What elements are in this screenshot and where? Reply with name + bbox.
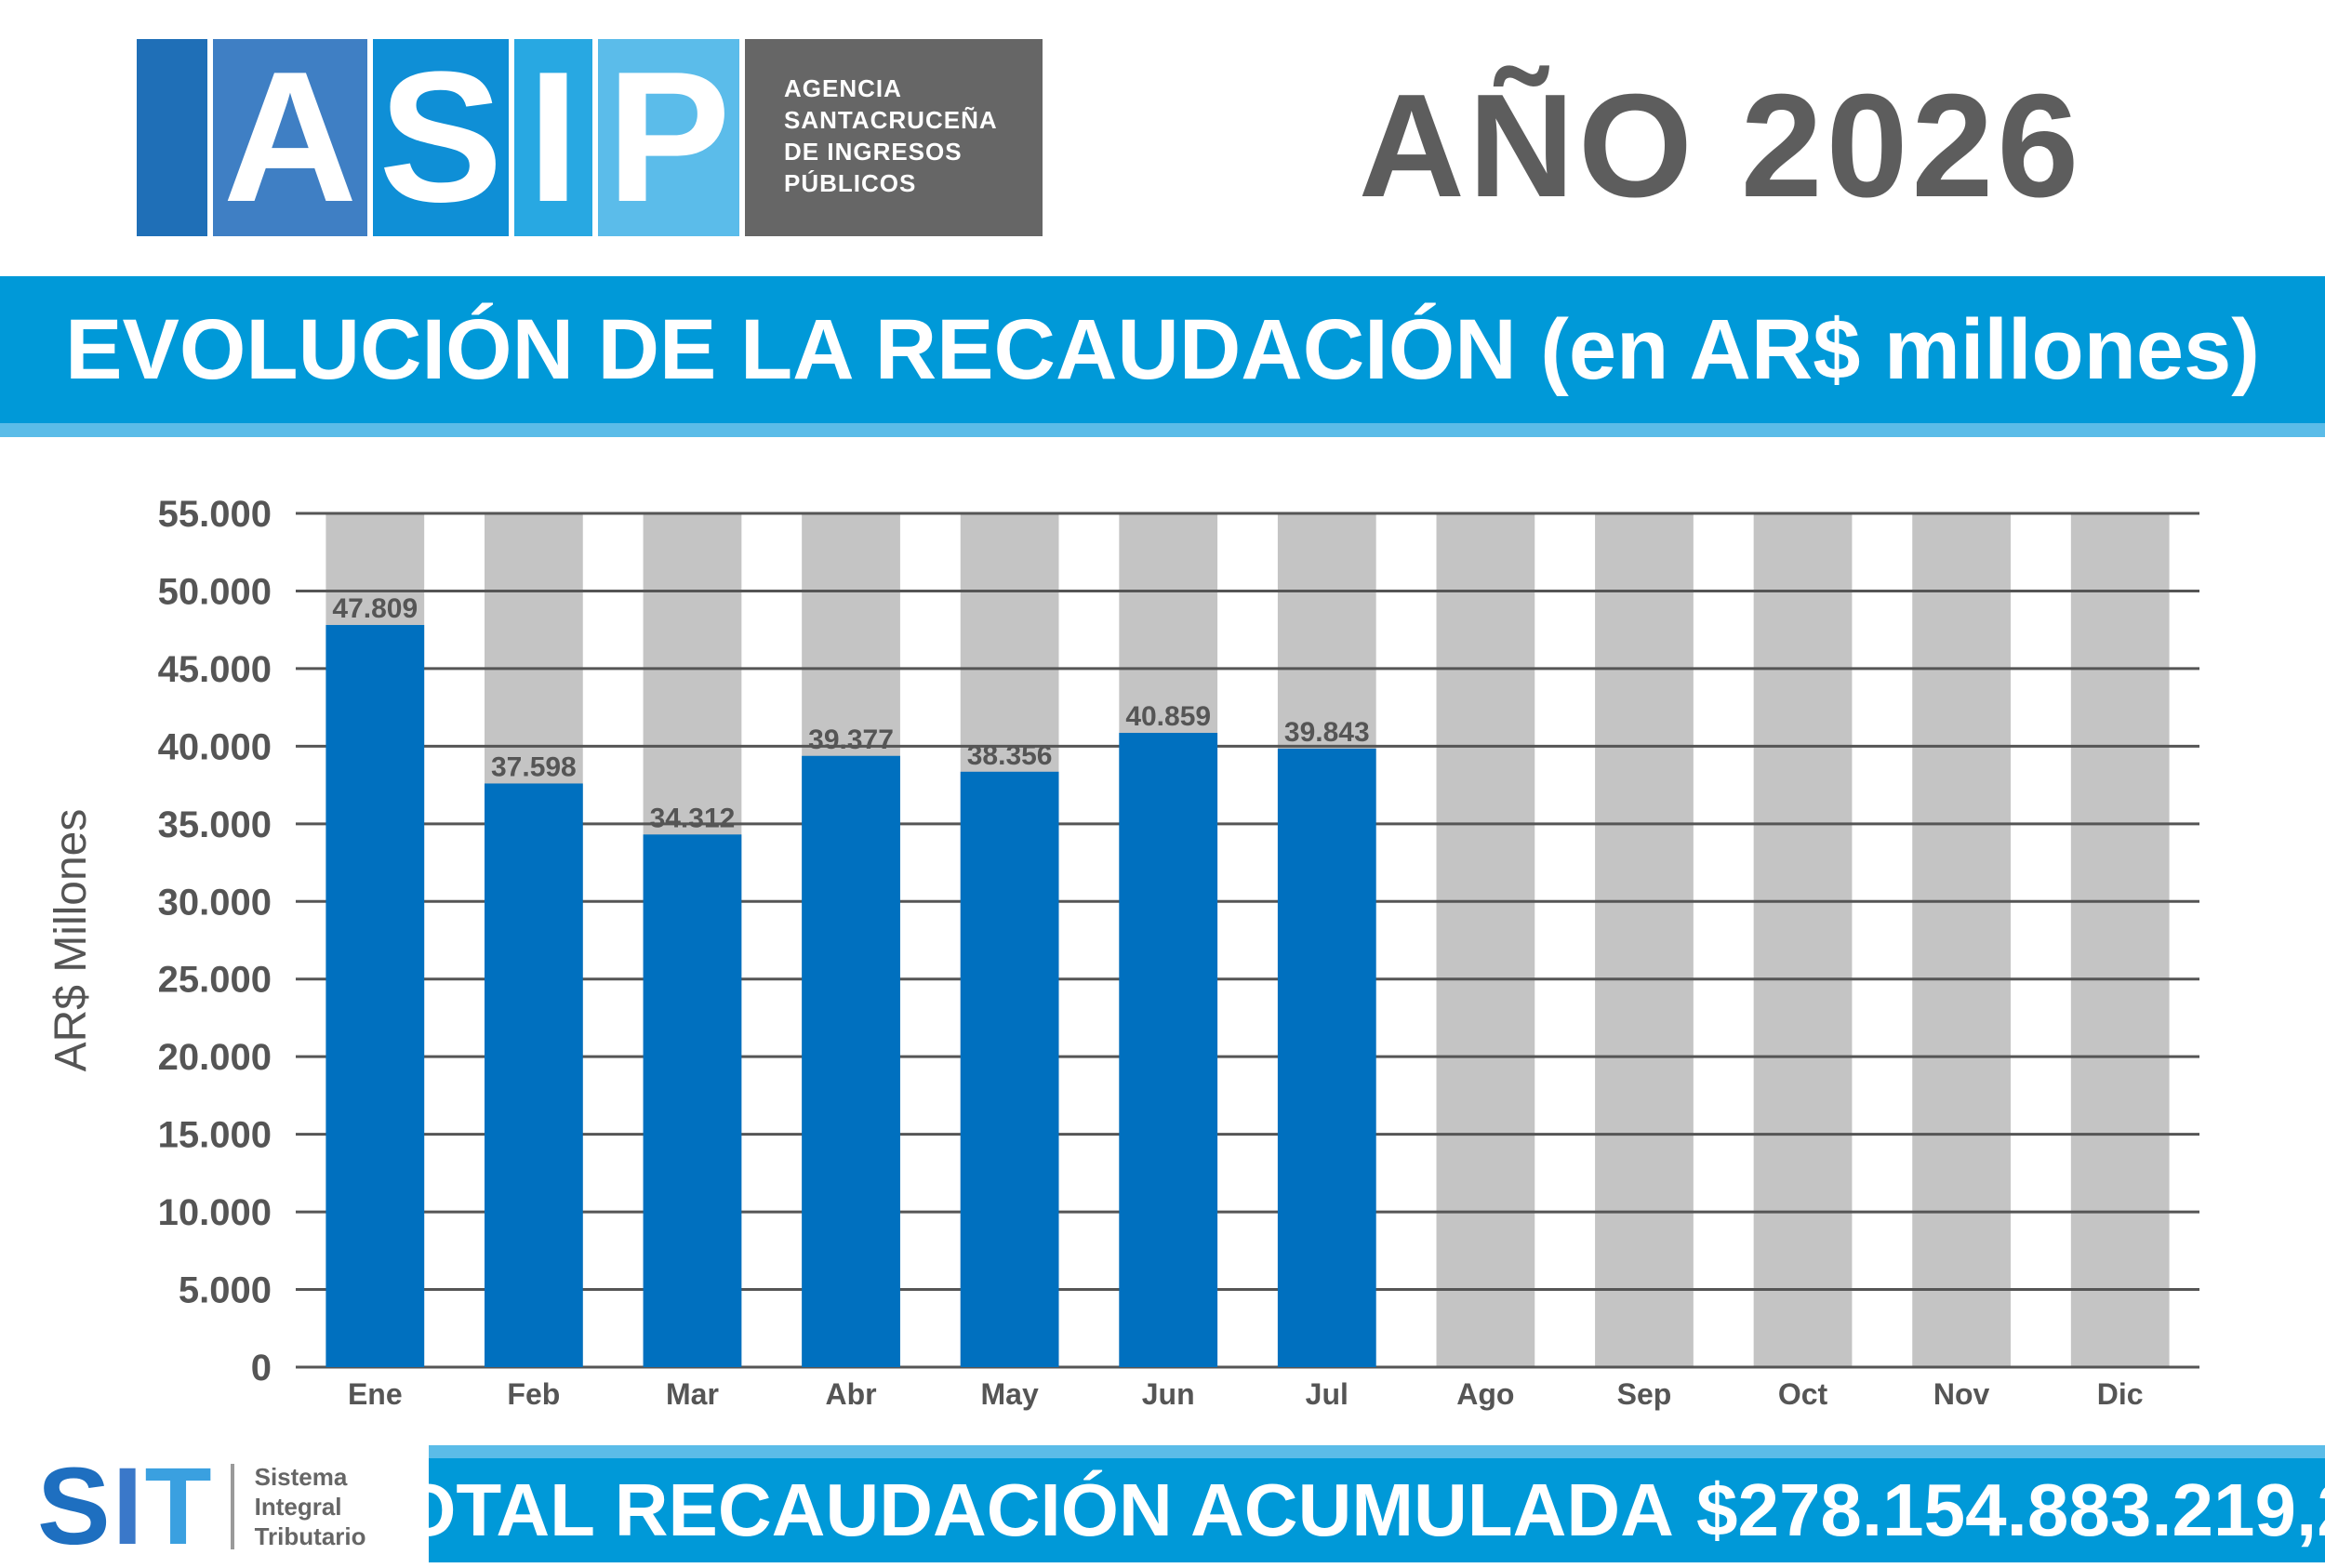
bar-feb [484, 783, 583, 1367]
revenue-bar-chart: AR$ Millones 0 5.000 10.000 15.000 20.000 25.… [46, 494, 2199, 1411]
y-tick-label: 15.000 [158, 1115, 272, 1156]
data-label: 39.377 [808, 724, 894, 755]
x-tick-label: Feb [507, 1377, 560, 1411]
y-tick-label: 0 [251, 1348, 272, 1389]
bar-ene [326, 625, 425, 1367]
x-tick-label: Ene [348, 1377, 403, 1411]
x-tick-label: May [981, 1377, 1039, 1411]
y-tick-label: 10.000 [158, 1192, 272, 1233]
sit-caption: Sistema Integral Tributario [255, 1462, 366, 1551]
x-tick-label: Mar [666, 1377, 719, 1411]
year-title: AÑO 2026 [1358, 64, 2083, 228]
background-bar [1436, 513, 1535, 1367]
logo-letter-p: P [598, 39, 739, 236]
y-tick-label: 25.000 [158, 960, 272, 1001]
x-tick-label: Abr [825, 1377, 876, 1411]
bar-mar [643, 834, 742, 1367]
background-bar [1753, 513, 1853, 1367]
sit-line: Tributario [254, 1522, 366, 1550]
sit-letter: T [144, 1445, 214, 1568]
bar-may [960, 771, 1059, 1367]
data-label: 38.356 [967, 740, 1053, 771]
x-tick-label: Sep [1617, 1377, 1672, 1411]
data-label: 37.598 [491, 751, 577, 782]
agency-line: DE INGRESOS [784, 138, 963, 166]
x-tick-label: Oct [1778, 1377, 1828, 1411]
x-tick-label: Jul [1306, 1377, 1348, 1411]
data-label: 39.843 [1284, 717, 1370, 748]
x-tick-label: Ago [1456, 1377, 1514, 1411]
y-tick-label: 55.000 [158, 494, 272, 535]
agency-name: AGENCIA SANTACRUCEÑA DE INGRESOS PÚBLICO… [745, 39, 1043, 236]
x-tick-label: Jun [1142, 1377, 1195, 1411]
total-label: TOTAL RECAUDACIÓN ACUMULADA [353, 1468, 1674, 1551]
y-tick-label: 40.000 [158, 726, 272, 767]
total-value: $278.154.883.219,28 [1695, 1468, 2325, 1551]
y-tick-label: 30.000 [158, 882, 272, 923]
logo-letter-a: A [213, 39, 367, 236]
total-banner: TOTAL RECAUDACIÓN ACUMULADA $278.154.883… [354, 1445, 2325, 1562]
agency-line: SANTACRUCEÑA [784, 106, 998, 134]
asip-logo: A S I P AGENCIA SANTACRUCEÑA DE INGRESOS… [137, 39, 1043, 236]
y-axis-label: AR$ Millones [46, 809, 96, 1072]
y-tick-label: 35.000 [158, 804, 272, 845]
x-tick-label: Dic [2097, 1377, 2144, 1411]
bar-jun [1119, 733, 1218, 1367]
y-tick-label: 5.000 [179, 1270, 272, 1311]
bar-abr [802, 755, 900, 1367]
sit-letter: S [37, 1445, 113, 1568]
y-tick-label: 45.000 [158, 649, 272, 690]
agency-line: AGENCIA [784, 74, 902, 102]
logo-stripe [137, 39, 207, 236]
logo-letter-s: S [373, 39, 509, 236]
sit-letter: I [112, 1445, 145, 1568]
sit-line: Integral [254, 1493, 342, 1521]
data-label: 47.809 [332, 593, 418, 624]
background-bar [1912, 513, 2012, 1367]
sit-line: Sistema [254, 1463, 348, 1491]
x-tick-label: Nov [1933, 1377, 1990, 1411]
bar-jul [1277, 748, 1376, 1367]
chart-title: EVOLUCIÓN DE LA RECAUDACIÓN (en AR$ mill… [65, 301, 2260, 397]
y-tick-label: 20.000 [158, 1037, 272, 1078]
sit-mark: SIT [37, 1452, 214, 1561]
y-tick-label: 50.000 [158, 571, 272, 612]
sit-divider [230, 1464, 234, 1549]
data-label: 34.312 [650, 803, 736, 833]
logo-letter-i: I [514, 39, 592, 236]
background-bar [2070, 513, 2170, 1367]
background-bar [1595, 513, 1694, 1367]
agency-line: PÚBLICOS [784, 169, 917, 197]
chart-title-banner: EVOLUCIÓN DE LA RECAUDACIÓN (en AR$ mill… [0, 276, 2325, 437]
data-label: 40.859 [1125, 701, 1211, 732]
sit-logo: SIT Sistema Integral Tributario [37, 1452, 366, 1561]
